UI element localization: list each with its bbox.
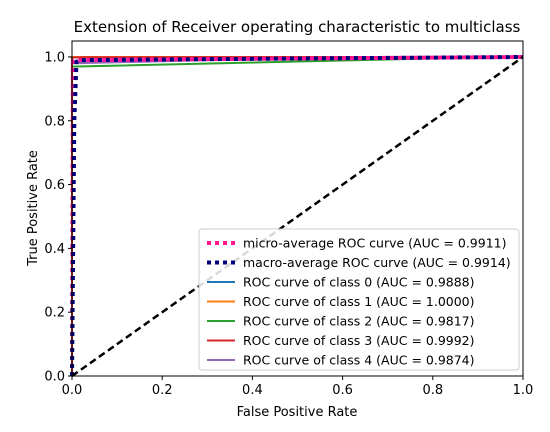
- legend: micro-average ROC curve (AUC = 0.9911) ma…: [198, 228, 520, 371]
- chart-title: Extension of Receiver operating characte…: [74, 18, 521, 36]
- y-tick-label: 0.8: [44, 114, 65, 129]
- x-tick-label: 0.2: [152, 383, 173, 398]
- legend-label: ROC curve of class 0 (AUC = 0.9888): [243, 275, 475, 290]
- legend-label: ROC curve of class 1 (AUC = 1.0000): [243, 294, 475, 309]
- y-tick-label: 0.2: [44, 306, 65, 321]
- x-tick-label: 0.4: [242, 383, 263, 398]
- legend-label: ROC curve of class 3 (AUC = 0.9992): [243, 333, 475, 348]
- y-axis-label: True Positive Rate: [26, 150, 41, 267]
- y-tick-label: 0.4: [44, 242, 65, 257]
- legend-label: macro-average ROC curve (AUC = 0.9914): [243, 255, 511, 270]
- axis-ticks: 0.0 0.2 0.4 0.6 0.8 1.0 0.0 0.2 0.4 0.6 0.8 1.0: [44, 50, 533, 398]
- chance-line: [71, 55, 524, 378]
- y-tick-label: 1.0: [44, 50, 65, 65]
- legend-label: ROC curve of class 2 (AUC = 0.9817): [243, 314, 475, 329]
- x-axis-label: False Positive Rate: [237, 405, 358, 420]
- x-tick-label: 1.0: [513, 383, 534, 398]
- legend-label: ROC curve of class 4 (AUC = 0.9874): [243, 353, 475, 368]
- x-tick-label: 0.6: [332, 383, 353, 398]
- y-tick-label: 0.6: [44, 178, 65, 193]
- x-tick-label: 0.8: [422, 383, 443, 398]
- x-tick-label: 0.0: [62, 383, 83, 398]
- series-line-micro-average-roc-curve: [70, 55, 524, 377]
- plot-frame: [71, 40, 524, 377]
- legend-label: micro-average ROC curve (AUC = 0.9911): [243, 236, 506, 251]
- legend-box: [198, 228, 520, 371]
- y-tick-label: 0.0: [44, 370, 65, 385]
